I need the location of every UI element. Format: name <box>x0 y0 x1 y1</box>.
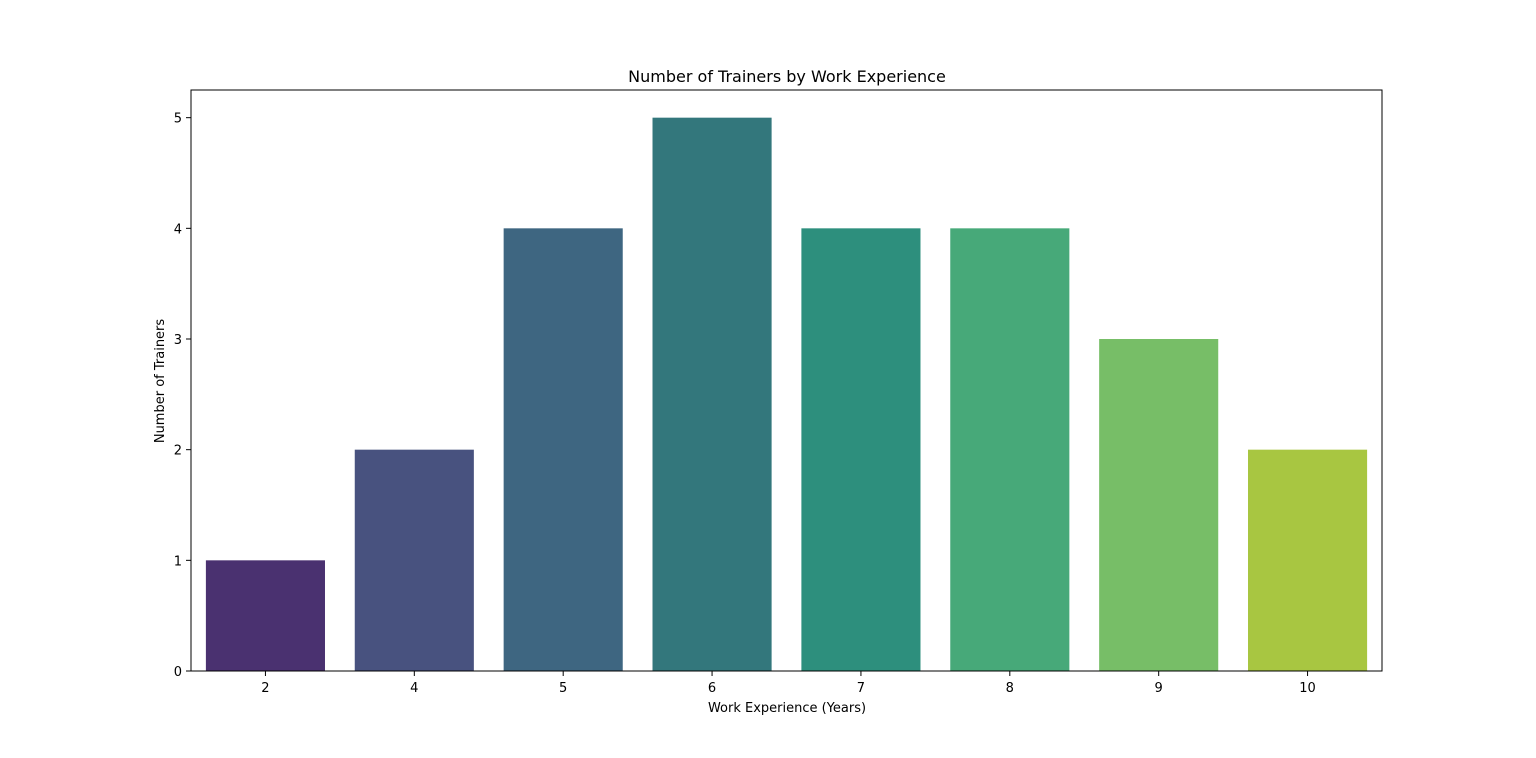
bar-7 <box>801 228 921 671</box>
plot-frame <box>190 89 1383 672</box>
x-tick-label: 4 <box>410 681 418 696</box>
x-tick-label: 7 <box>857 681 865 696</box>
bar-10 <box>1248 449 1368 671</box>
y-axis: 0 1 2 3 4 5 <box>174 112 191 680</box>
x-axis: 2 4 5 6 7 8 9 10 <box>261 671 1316 696</box>
y-tick-label: 3 <box>174 333 182 348</box>
bar-5 <box>503 228 623 671</box>
x-tick-label: 5 <box>559 681 567 696</box>
bar-9 <box>1099 339 1219 671</box>
y-tick-label: 1 <box>174 554 182 569</box>
bar-8 <box>950 228 1070 671</box>
bar-2 <box>205 560 325 671</box>
x-tick-label: 8 <box>1006 681 1014 696</box>
y-tick-label: 4 <box>174 222 182 237</box>
x-tick-label: 9 <box>1155 681 1163 696</box>
y-tick-label: 5 <box>174 112 182 127</box>
bar-6 <box>652 117 772 672</box>
x-tick-label: 10 <box>1299 681 1316 696</box>
y-tick-label: 0 <box>174 665 182 680</box>
x-tick-label: 6 <box>708 681 716 696</box>
x-tick-label: 2 <box>261 681 269 696</box>
bar-4 <box>354 449 474 671</box>
y-tick-label: 2 <box>174 444 182 459</box>
chart-title: Number of Trainers by Work Experience <box>628 67 946 86</box>
y-axis-label: Number of Trainers <box>153 319 168 444</box>
bars-group <box>205 117 1368 672</box>
x-axis-label: Work Experience (Years) <box>708 701 866 716</box>
